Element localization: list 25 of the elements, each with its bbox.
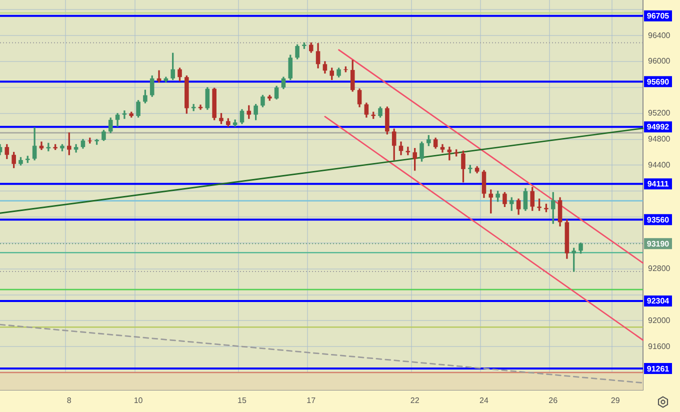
candlestick [156, 70, 162, 83]
ref-line-label: 94992 [646, 122, 670, 132]
y-tick-label: 91600 [648, 342, 671, 351]
ref-line-label: 95690 [646, 77, 670, 86]
y-tick-label: 95200 [648, 108, 671, 118]
y-tick-label: 92000 [648, 316, 671, 325]
ref-line-label: 93190 [646, 239, 670, 248]
ref-line-label: 92304 [646, 296, 670, 306]
ref-line-label: 93560 [646, 215, 670, 224]
y-tick-label: 96000 [648, 56, 671, 66]
y-tick-label: 96400 [648, 30, 671, 40]
x-tick-label: 24 [480, 396, 489, 406]
x-tick-label: 26 [548, 396, 558, 406]
x-tick-label: 29 [610, 396, 620, 406]
x-tick-label: 15 [238, 396, 247, 406]
ref-line-label: 94111 [647, 180, 670, 189]
ref-line-label: 96705 [646, 12, 670, 21]
x-tick-label: 22 [410, 396, 420, 406]
x-tick-label: 8 [66, 396, 72, 406]
x-tick-label: 17 [306, 396, 316, 406]
y-tick-label: 92800 [648, 264, 671, 274]
ref-line-label: 91261 [646, 364, 670, 374]
y-tick-label: 94400 [648, 160, 671, 170]
y-tick-label: 94800 [648, 134, 671, 144]
x-tick-label: 10 [134, 396, 144, 406]
